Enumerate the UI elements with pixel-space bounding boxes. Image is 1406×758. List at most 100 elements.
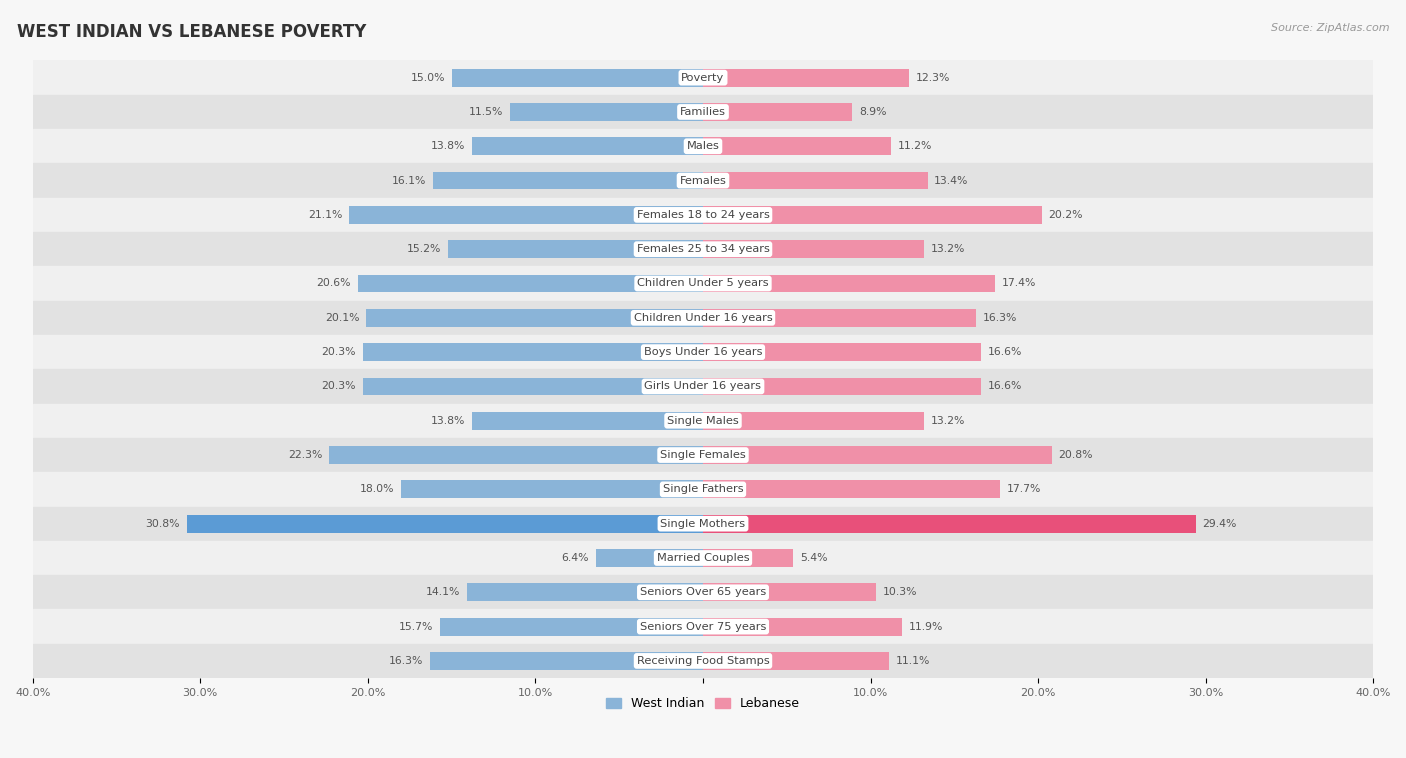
Text: Married Couples: Married Couples <box>657 553 749 563</box>
Text: 13.2%: 13.2% <box>931 244 966 254</box>
Bar <box>32 438 1374 472</box>
Text: Seniors Over 65 years: Seniors Over 65 years <box>640 587 766 597</box>
Bar <box>449 240 703 258</box>
Text: 5.4%: 5.4% <box>800 553 828 563</box>
Bar <box>703 171 928 190</box>
Text: Single Fathers: Single Fathers <box>662 484 744 494</box>
Text: Males: Males <box>686 141 720 152</box>
Text: 12.3%: 12.3% <box>915 73 950 83</box>
Bar <box>440 618 703 635</box>
Text: 6.4%: 6.4% <box>561 553 589 563</box>
Bar <box>703 103 852 121</box>
Bar <box>703 206 1042 224</box>
Text: Children Under 5 years: Children Under 5 years <box>637 278 769 289</box>
Bar <box>703 240 924 258</box>
Text: 20.2%: 20.2% <box>1049 210 1083 220</box>
Text: 13.4%: 13.4% <box>934 176 969 186</box>
Text: Single Males: Single Males <box>666 415 740 426</box>
Bar <box>32 61 1374 95</box>
Bar <box>703 69 910 86</box>
Text: 11.1%: 11.1% <box>896 656 931 666</box>
Bar <box>32 95 1374 129</box>
Text: 17.4%: 17.4% <box>1001 278 1036 289</box>
Bar <box>32 232 1374 266</box>
Bar <box>703 618 903 635</box>
Text: Poverty: Poverty <box>682 73 724 83</box>
Bar <box>703 446 1052 464</box>
Bar <box>703 343 981 361</box>
Text: 15.2%: 15.2% <box>408 244 441 254</box>
Bar <box>366 309 703 327</box>
Text: 16.6%: 16.6% <box>988 347 1022 357</box>
Bar <box>32 164 1374 198</box>
Bar <box>32 301 1374 335</box>
Text: Single Mothers: Single Mothers <box>661 518 745 528</box>
Text: Boys Under 16 years: Boys Under 16 years <box>644 347 762 357</box>
Bar <box>32 335 1374 369</box>
Text: 10.3%: 10.3% <box>883 587 917 597</box>
Bar <box>433 171 703 190</box>
Text: 11.9%: 11.9% <box>910 622 943 631</box>
Bar <box>430 652 703 670</box>
Text: 16.3%: 16.3% <box>389 656 423 666</box>
Bar <box>703 652 889 670</box>
Bar <box>703 274 994 293</box>
Bar <box>451 69 703 86</box>
Text: 11.5%: 11.5% <box>470 107 503 117</box>
Bar <box>357 274 703 293</box>
Text: 20.1%: 20.1% <box>325 313 360 323</box>
Text: 20.6%: 20.6% <box>316 278 352 289</box>
Text: 15.7%: 15.7% <box>399 622 433 631</box>
Text: Receiving Food Stamps: Receiving Food Stamps <box>637 656 769 666</box>
Bar <box>703 412 924 430</box>
Bar <box>32 506 1374 540</box>
Text: 29.4%: 29.4% <box>1202 518 1237 528</box>
Bar <box>32 403 1374 438</box>
Bar <box>467 584 703 601</box>
Bar <box>32 575 1374 609</box>
Text: 21.1%: 21.1% <box>308 210 343 220</box>
Text: 20.3%: 20.3% <box>322 347 356 357</box>
Bar <box>703 377 981 396</box>
Text: 16.1%: 16.1% <box>392 176 426 186</box>
Bar <box>703 549 793 567</box>
Text: Girls Under 16 years: Girls Under 16 years <box>644 381 762 391</box>
Bar <box>703 481 1000 498</box>
Bar <box>703 137 890 155</box>
Text: 11.2%: 11.2% <box>897 141 932 152</box>
Bar <box>187 515 703 533</box>
Bar <box>472 137 703 155</box>
Text: Source: ZipAtlas.com: Source: ZipAtlas.com <box>1271 23 1389 33</box>
Bar <box>32 540 1374 575</box>
Text: 13.8%: 13.8% <box>430 141 465 152</box>
Text: WEST INDIAN VS LEBANESE POVERTY: WEST INDIAN VS LEBANESE POVERTY <box>17 23 366 41</box>
Bar <box>401 481 703 498</box>
Text: 14.1%: 14.1% <box>426 587 460 597</box>
Bar <box>703 309 976 327</box>
Bar <box>703 515 1195 533</box>
Bar <box>329 446 703 464</box>
Text: 30.8%: 30.8% <box>146 518 180 528</box>
Bar <box>32 129 1374 164</box>
Bar <box>32 644 1374 678</box>
Text: Females 25 to 34 years: Females 25 to 34 years <box>637 244 769 254</box>
Text: 16.6%: 16.6% <box>988 381 1022 391</box>
Text: 18.0%: 18.0% <box>360 484 395 494</box>
Bar <box>32 266 1374 301</box>
Bar <box>32 198 1374 232</box>
Text: 20.8%: 20.8% <box>1059 450 1092 460</box>
Bar <box>350 206 703 224</box>
Text: 13.8%: 13.8% <box>430 415 465 426</box>
Bar <box>363 343 703 361</box>
Text: 15.0%: 15.0% <box>411 73 444 83</box>
Text: 13.2%: 13.2% <box>931 415 966 426</box>
Bar <box>472 412 703 430</box>
Text: 22.3%: 22.3% <box>288 450 322 460</box>
Bar <box>363 377 703 396</box>
Legend: West Indian, Lebanese: West Indian, Lebanese <box>602 692 804 715</box>
Text: Children Under 16 years: Children Under 16 years <box>634 313 772 323</box>
Bar <box>703 584 876 601</box>
Bar <box>32 609 1374 644</box>
Bar <box>596 549 703 567</box>
Text: Single Females: Single Females <box>661 450 745 460</box>
